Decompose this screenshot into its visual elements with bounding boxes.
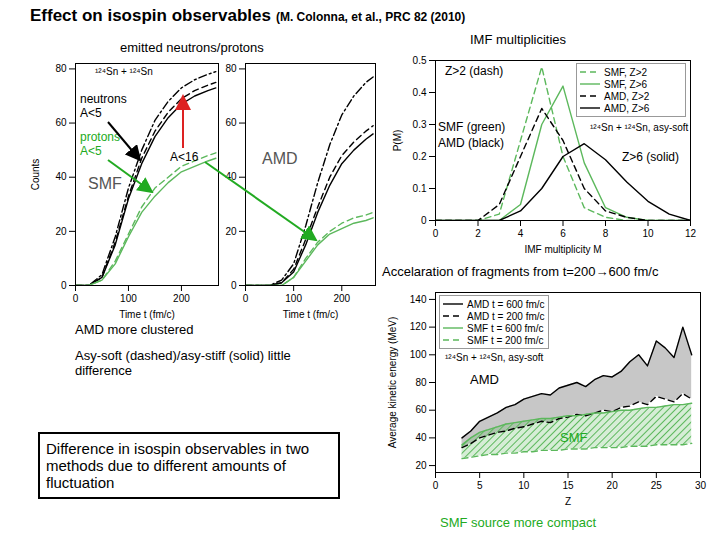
html-text:SMF: SMF bbox=[88, 175, 122, 192]
svg-text:0: 0 bbox=[231, 280, 237, 291]
html-text:Accelaration of fragments from: Accelaration of fragments from t=200→600… bbox=[382, 264, 659, 279]
html-text:AMD: AMD bbox=[262, 150, 298, 167]
svg-text:20: 20 bbox=[225, 226, 237, 237]
svg-text:60: 60 bbox=[225, 117, 237, 128]
svg-text:P(M): P(M) bbox=[392, 130, 403, 152]
svg-text:Time t (fm/c): Time t (fm/c) bbox=[119, 309, 175, 320]
html-text:Asy-soft (dashed)/asy-stiff (s: Asy-soft (dashed)/asy-stiff (solid) litt… bbox=[75, 348, 291, 378]
svg-text:0.2: 0.2 bbox=[413, 151, 427, 162]
html-text:¹²⁴Sn + ¹²⁴Sn: ¹²⁴Sn + ¹²⁴Sn bbox=[95, 66, 153, 77]
svg-text:140: 140 bbox=[410, 294, 427, 305]
svg-text:0: 0 bbox=[421, 215, 427, 226]
html-text:emitted neutrons/protons: emitted neutrons/protons bbox=[120, 40, 264, 55]
svg-text:Z: Z bbox=[565, 496, 571, 507]
svg-text:40: 40 bbox=[415, 432, 427, 443]
html-text:neutrons A<5: neutrons A<5 bbox=[80, 92, 127, 120]
svg-text:15: 15 bbox=[562, 480, 574, 491]
html-text:Z>6 (solid): Z>6 (solid) bbox=[622, 150, 679, 164]
svg-text:60: 60 bbox=[415, 404, 427, 415]
html-text:AMD more clustered: AMD more clustered bbox=[75, 322, 194, 337]
svg-text:0: 0 bbox=[61, 280, 67, 291]
svg-text:IMF multiplicity M: IMF multiplicity M bbox=[524, 244, 601, 255]
svg-text:Time t (fm/c): Time t (fm/c) bbox=[283, 309, 339, 320]
html-text:Effect on isospin observables: Effect on isospin observables (M. Colonn… bbox=[30, 6, 466, 25]
svg-text:100: 100 bbox=[285, 293, 302, 304]
svg-text:10: 10 bbox=[642, 228, 654, 239]
svg-text:SMF, Z>6: SMF, Z>6 bbox=[604, 79, 648, 90]
svg-text:0.5: 0.5 bbox=[413, 55, 427, 66]
html-text:SMF (green): SMF (green) bbox=[438, 120, 506, 134]
html-text:¹²⁴Sn + ¹²⁴Sn, asy-soft: ¹²⁴Sn + ¹²⁴Sn, asy-soft bbox=[445, 352, 544, 363]
svg-text:Average kinetic energy (MeV): Average kinetic energy (MeV) bbox=[387, 317, 398, 449]
svg-text:0: 0 bbox=[433, 228, 439, 239]
svg-text:20: 20 bbox=[607, 480, 619, 491]
svg-text:20: 20 bbox=[415, 460, 427, 471]
html-text:IMF multiplicities: IMF multiplicities bbox=[470, 32, 567, 47]
svg-text:20: 20 bbox=[55, 226, 67, 237]
svg-text:Counts: Counts bbox=[30, 159, 41, 191]
svg-text:200: 200 bbox=[333, 293, 350, 304]
svg-text:60: 60 bbox=[55, 117, 67, 128]
svg-text:SMF t = 600 fm/c: SMF t = 600 fm/c bbox=[467, 323, 543, 334]
svg-text:SMF t = 200 fm/c: SMF t = 200 fm/c bbox=[467, 335, 543, 346]
svg-text:5: 5 bbox=[477, 480, 483, 491]
svg-text:AMD t = 600 fm/c: AMD t = 600 fm/c bbox=[467, 299, 545, 310]
svg-text:40: 40 bbox=[225, 171, 237, 182]
svg-text:12: 12 bbox=[685, 228, 697, 239]
svg-text:120: 120 bbox=[410, 321, 427, 332]
svg-text:80: 80 bbox=[225, 63, 237, 74]
html-text:SMF source more compact: SMF source more compact bbox=[440, 515, 596, 530]
svg-text:40: 40 bbox=[55, 171, 67, 182]
svg-text:0: 0 bbox=[73, 293, 79, 304]
html-text:A<16: A<16 bbox=[170, 150, 199, 164]
svg-text:AMD, Z>6: AMD, Z>6 bbox=[604, 103, 650, 114]
svg-text:8: 8 bbox=[603, 228, 609, 239]
svg-text:200: 200 bbox=[173, 293, 190, 304]
svg-text:6: 6 bbox=[560, 228, 566, 239]
svg-text:0: 0 bbox=[243, 293, 249, 304]
svg-text:80: 80 bbox=[55, 63, 67, 74]
html-text:Z>2 (dash): Z>2 (dash) bbox=[445, 64, 504, 78]
svg-text:0: 0 bbox=[433, 480, 439, 491]
svg-text:AMD t = 200 fm/c: AMD t = 200 fm/c bbox=[467, 311, 545, 322]
html-text:SMF: SMF bbox=[560, 430, 588, 445]
svg-text:30: 30 bbox=[695, 480, 707, 491]
svg-text:0.4: 0.4 bbox=[413, 87, 427, 98]
svg-text:0.3: 0.3 bbox=[413, 119, 427, 130]
svg-text:100: 100 bbox=[410, 349, 427, 360]
svg-text:25: 25 bbox=[651, 480, 663, 491]
svg-text:80: 80 bbox=[415, 377, 427, 388]
svg-text:0.1: 0.1 bbox=[413, 183, 427, 194]
svg-text:10: 10 bbox=[518, 480, 530, 491]
svg-text:4: 4 bbox=[518, 228, 524, 239]
html-text:¹²⁴Sn + ¹²⁴Sn, asy-soft: ¹²⁴Sn + ¹²⁴Sn, asy-soft bbox=[590, 122, 689, 133]
svg-text:2: 2 bbox=[475, 228, 481, 239]
svg-text:100: 100 bbox=[120, 293, 137, 304]
html-text:Difference in isospin observab: Difference in isospin observables in two… bbox=[46, 440, 310, 491]
html-text:AMD (black): AMD (black) bbox=[438, 136, 504, 150]
svg-text:AMD, Z>2: AMD, Z>2 bbox=[604, 91, 650, 102]
html-text:AMD: AMD bbox=[470, 372, 499, 387]
svg-text:SMF, Z>2: SMF, Z>2 bbox=[604, 67, 648, 78]
html-text:protons A<5: protons A<5 bbox=[80, 130, 120, 158]
